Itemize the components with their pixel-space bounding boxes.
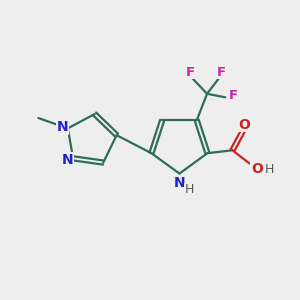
Text: F: F: [186, 66, 195, 79]
Text: H: H: [265, 163, 274, 176]
Text: F: F: [216, 66, 226, 79]
Text: F: F: [229, 89, 238, 102]
Text: N: N: [174, 176, 185, 190]
Text: O: O: [238, 118, 250, 132]
Text: O: O: [251, 162, 263, 176]
Text: N: N: [57, 120, 68, 134]
Text: N: N: [62, 153, 74, 167]
Text: H: H: [185, 183, 194, 196]
